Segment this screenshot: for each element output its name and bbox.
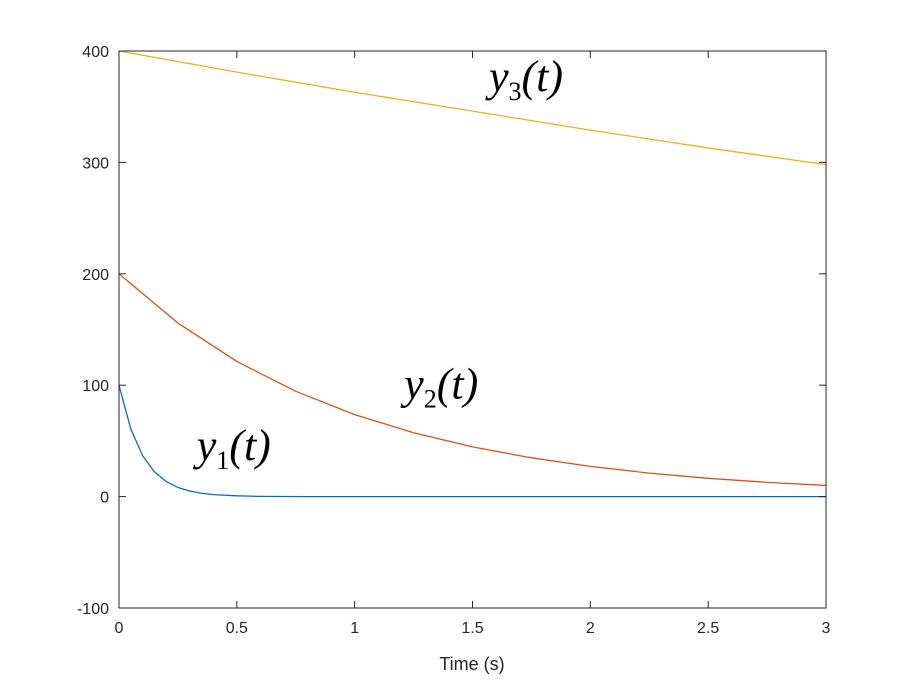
- y-tick-label: 100: [82, 378, 109, 395]
- series-annotation-2: y2(t): [400, 360, 478, 414]
- x-tick-label: 1: [350, 620, 359, 637]
- x-tick-label: 1.5: [461, 620, 483, 637]
- x-tick-label: 3: [822, 620, 831, 637]
- x-tick-label: 2.5: [697, 620, 719, 637]
- x-axis-ticks: 0 0.5 1 1.5 2 2.5 3: [115, 51, 831, 637]
- series-annotation-3: y3(t): [485, 52, 563, 106]
- series-layer: [118, 50, 827, 498]
- y-tick-label: -100: [77, 601, 109, 618]
- y-tick-label: 200: [82, 267, 109, 284]
- series-line-1: [118, 385, 826, 498]
- series-line-3: [118, 50, 827, 166]
- y-tick-label: 0: [100, 490, 109, 507]
- series-line-2: [118, 273, 827, 487]
- annotations: y1(t) y2(t) y3(t): [193, 52, 563, 475]
- y-tick-label: 300: [82, 155, 109, 172]
- series-annotation-1: y1(t): [193, 421, 271, 475]
- y-axis-ticks: -100 0 100 200 300 400: [77, 44, 826, 618]
- y-tick-label: 400: [82, 44, 109, 61]
- x-tick-label: 0.5: [226, 620, 248, 637]
- x-tick-label: 2: [586, 620, 595, 637]
- x-tick-label: 0: [115, 620, 124, 637]
- plot-background: [119, 51, 826, 608]
- x-axis-label: Time (s): [439, 654, 504, 674]
- plot-area: [119, 51, 826, 608]
